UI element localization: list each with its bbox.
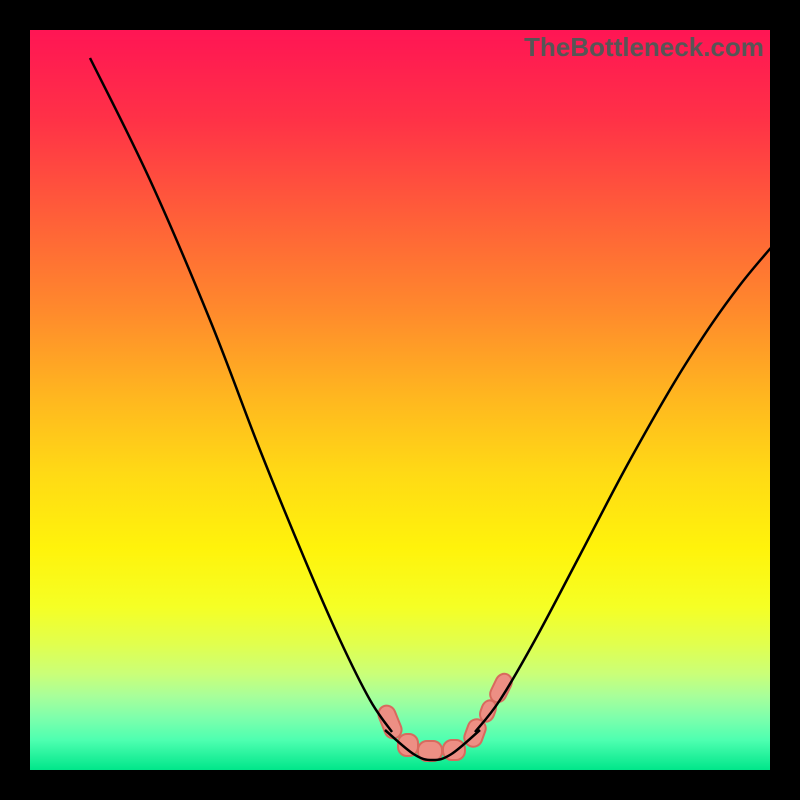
watermark-text: TheBottleneck.com [524,32,764,63]
scatter-points [376,671,515,761]
curve-left-branch [90,58,392,732]
curve-right-branch [475,215,770,732]
